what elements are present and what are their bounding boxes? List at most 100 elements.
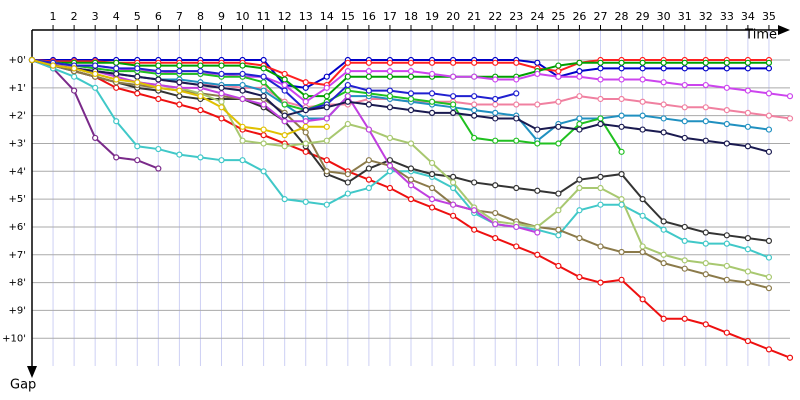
point [555, 98, 562, 105]
point [260, 87, 267, 94]
point [428, 196, 436, 203]
point [618, 76, 625, 83]
point [239, 62, 246, 69]
point [534, 140, 541, 147]
point [218, 70, 225, 78]
point [492, 115, 499, 122]
point [302, 106, 309, 114]
point [260, 65, 267, 72]
point [660, 260, 667, 267]
point [450, 173, 457, 180]
point [260, 93, 267, 100]
point [471, 73, 478, 80]
y-tick-label: +2' [9, 111, 27, 122]
point [407, 176, 415, 183]
point [723, 240, 730, 247]
x-tick-label: 17 [383, 10, 397, 23]
x-tick-label: 14 [320, 10, 334, 23]
point [134, 65, 141, 72]
point [344, 59, 351, 66]
point [681, 81, 688, 89]
point [197, 154, 204, 161]
point [534, 70, 541, 78]
point [639, 59, 646, 66]
point [176, 101, 183, 108]
point [576, 115, 583, 122]
point [513, 101, 520, 108]
point [660, 251, 667, 258]
point [681, 104, 688, 111]
point [281, 118, 288, 125]
point [386, 168, 394, 175]
point [344, 170, 351, 178]
point [576, 234, 583, 242]
point [197, 93, 204, 100]
point [365, 126, 372, 133]
point [765, 126, 773, 133]
y-tick-label: +10' [2, 333, 26, 344]
point [302, 93, 309, 100]
point [555, 73, 562, 80]
x-tick-label: 30 [657, 10, 671, 23]
y-tick-label: +3' [9, 138, 27, 149]
x-tick-label: 9 [218, 10, 225, 23]
point [660, 101, 667, 108]
point [281, 87, 288, 94]
point [323, 201, 330, 208]
x-tick-label: 7 [176, 10, 183, 23]
point [281, 70, 288, 78]
point [260, 73, 267, 80]
x-tick-label: 33 [720, 10, 734, 23]
point [260, 140, 267, 147]
series-line [31, 59, 517, 112]
point [723, 65, 730, 72]
point [386, 93, 394, 100]
point [660, 115, 667, 122]
x-tick-label: 21 [467, 10, 481, 23]
point [597, 65, 604, 72]
x-tick-label: 11 [257, 10, 271, 23]
point [407, 140, 415, 147]
point [576, 93, 583, 100]
point [239, 95, 246, 103]
point [723, 84, 730, 91]
point [239, 70, 246, 78]
point [618, 59, 625, 66]
x-tick-label: 3 [92, 10, 99, 23]
point [492, 137, 499, 144]
point [155, 84, 162, 91]
point [450, 73, 457, 80]
point [681, 65, 688, 72]
point [471, 112, 478, 119]
point [239, 157, 246, 164]
point [576, 68, 583, 75]
point [239, 137, 246, 144]
y-tick-label: +4' [9, 166, 27, 177]
point [492, 234, 499, 242]
point [702, 260, 709, 267]
point [744, 143, 751, 150]
point [639, 243, 646, 250]
point [407, 182, 415, 189]
point [155, 76, 162, 83]
point [660, 59, 667, 66]
point [786, 93, 794, 100]
point [113, 59, 120, 66]
point [681, 223, 688, 231]
series-line [31, 59, 770, 242]
point [365, 101, 372, 108]
point [155, 95, 162, 103]
point [386, 73, 394, 80]
point [407, 95, 415, 103]
plot [28, 56, 794, 361]
point [365, 176, 372, 183]
point [576, 176, 583, 183]
point [365, 165, 372, 172]
point [71, 65, 78, 72]
point [92, 62, 99, 69]
point [450, 212, 457, 219]
point [618, 148, 625, 155]
point [197, 68, 204, 75]
point [113, 84, 120, 91]
point [639, 98, 646, 105]
